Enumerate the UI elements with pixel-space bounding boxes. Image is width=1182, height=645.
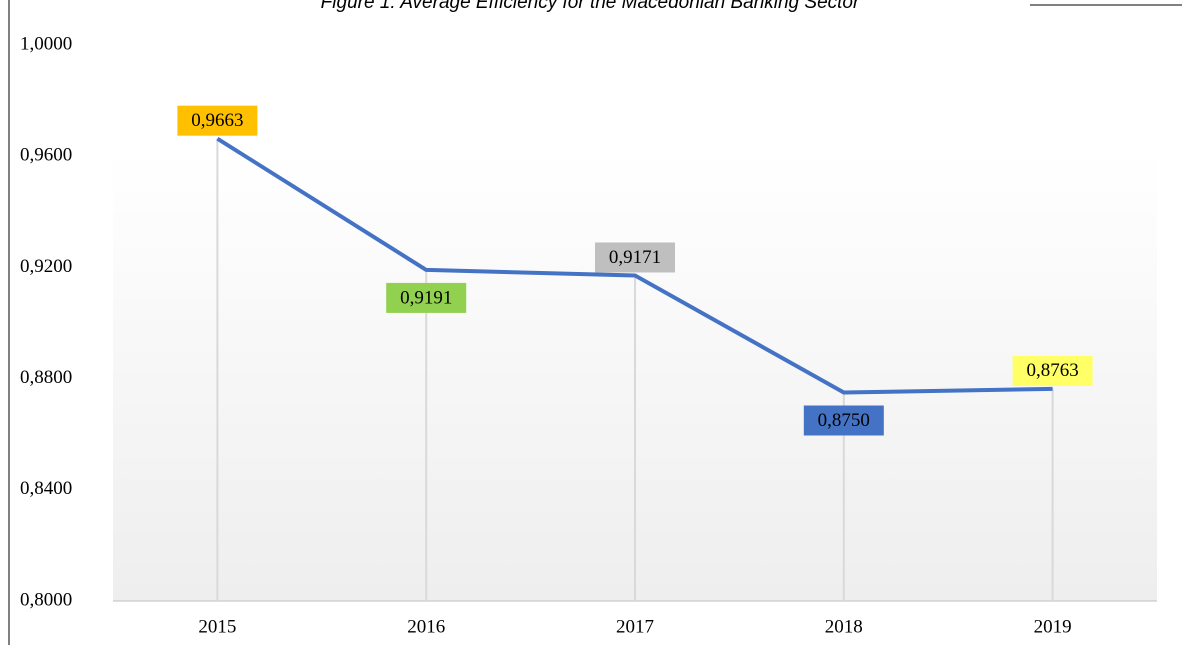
series-line bbox=[216, 136, 1053, 395]
y-tick-label: 0,8000 bbox=[20, 589, 72, 610]
data-label-box bbox=[1012, 355, 1093, 386]
data-label-box bbox=[803, 405, 884, 436]
y-tick-label: 0,9200 bbox=[20, 256, 72, 277]
data-label: 0,9171 bbox=[609, 247, 661, 268]
y-tick-label: 1,0000 bbox=[20, 33, 72, 54]
data-label: 0,9663 bbox=[191, 110, 243, 131]
data-label: 0,9191 bbox=[400, 287, 452, 308]
y-tick-label: 0,8800 bbox=[20, 367, 72, 388]
data-label: 0,8750 bbox=[818, 410, 870, 431]
data-label-box bbox=[177, 105, 258, 136]
x-tick-label: 2018 bbox=[825, 616, 863, 637]
y-tick-label: 0,9600 bbox=[20, 145, 72, 166]
data-label-box bbox=[595, 242, 675, 273]
data-label-box bbox=[386, 282, 467, 313]
chart-title: Figure 1: Average Efficiency for the Mac… bbox=[321, 0, 860, 13]
x-tick-label: 2019 bbox=[1034, 616, 1072, 637]
x-tick-label: 2016 bbox=[407, 616, 445, 637]
x-tick-label: 2015 bbox=[198, 616, 236, 637]
data-label: 0,8763 bbox=[1026, 360, 1078, 381]
y-tick-label: 0,8400 bbox=[20, 478, 72, 499]
x-tick-label: 2017 bbox=[616, 616, 654, 637]
